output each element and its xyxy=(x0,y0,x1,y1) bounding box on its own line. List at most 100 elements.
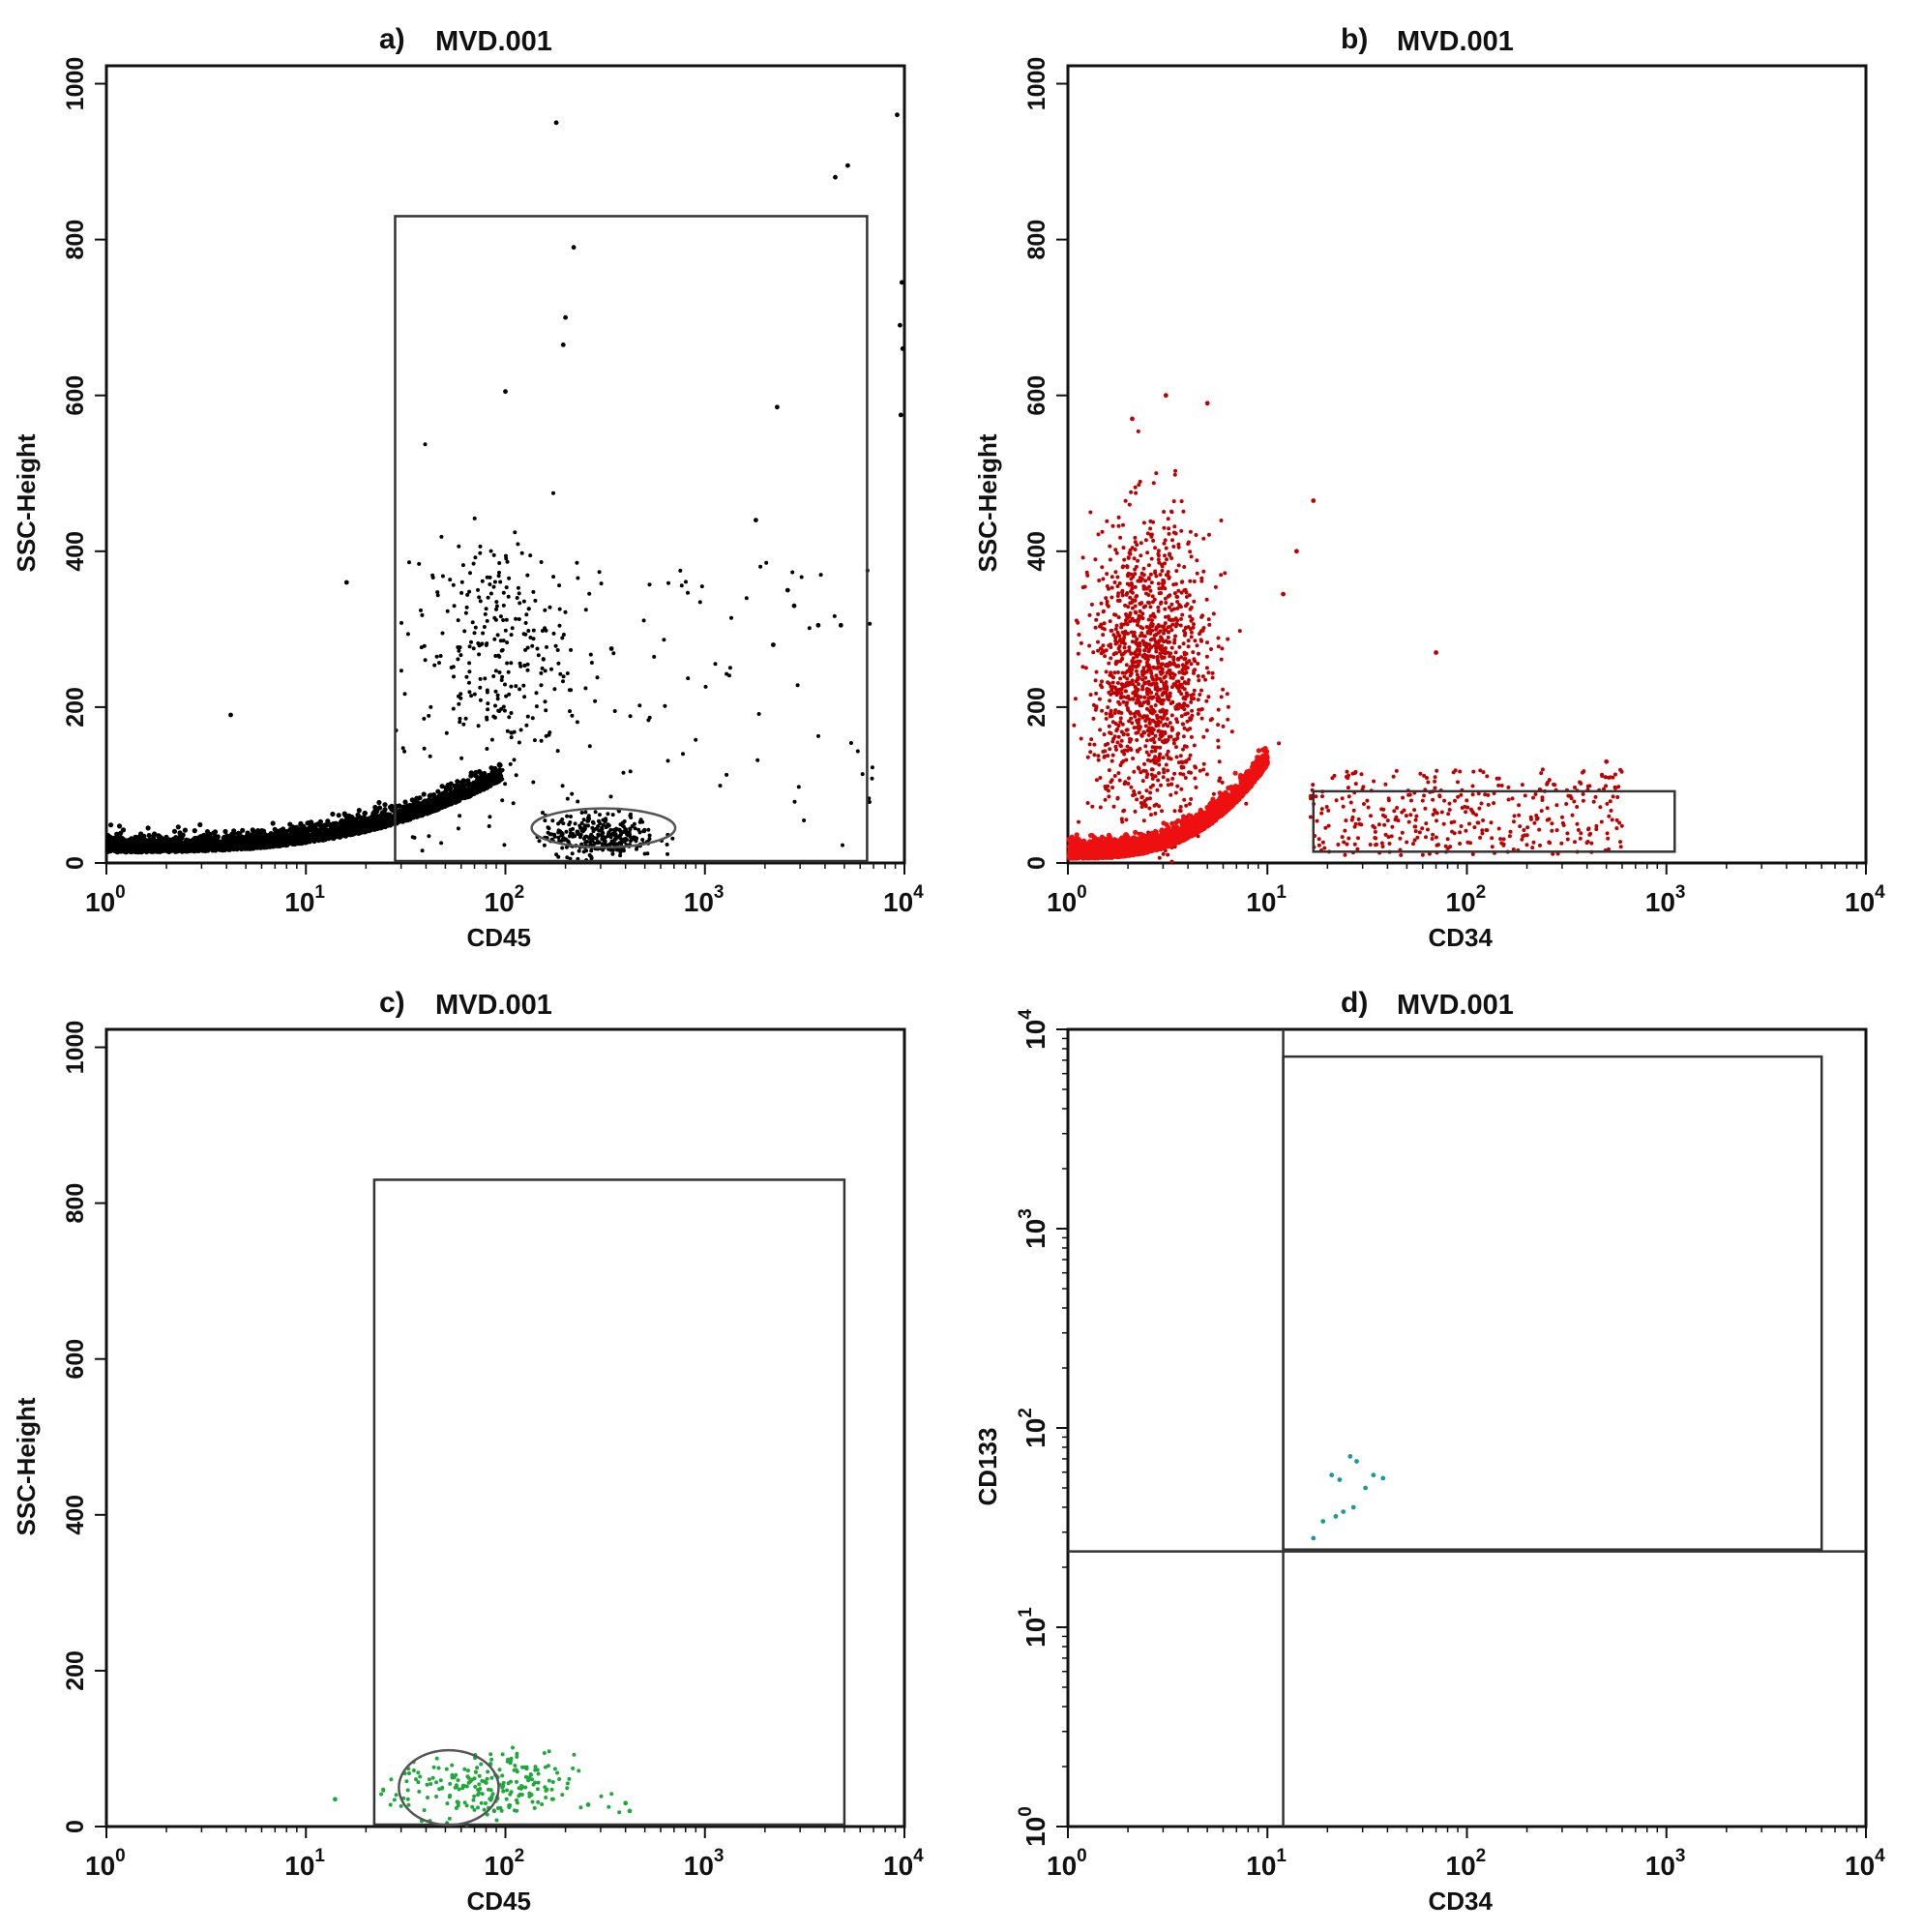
data-point xyxy=(646,828,650,832)
data-point xyxy=(1226,638,1229,641)
data-point xyxy=(1123,645,1127,649)
data-point xyxy=(1147,649,1151,653)
data-point xyxy=(1162,770,1166,774)
data-point xyxy=(583,827,587,831)
data-point xyxy=(1154,673,1158,677)
data-point xyxy=(524,612,528,616)
data-point xyxy=(629,769,633,773)
data-point xyxy=(473,631,477,635)
data-point xyxy=(1173,635,1177,639)
x-tick-exp: 2 xyxy=(1476,882,1487,903)
data-point xyxy=(446,609,450,613)
data-point xyxy=(1180,766,1184,770)
data-point xyxy=(487,596,490,600)
data-point xyxy=(1157,609,1161,613)
data-point xyxy=(1167,570,1170,574)
data-point xyxy=(1209,647,1213,651)
data-point xyxy=(1134,641,1138,645)
x-tick-base: 10 xyxy=(883,887,913,917)
data-point xyxy=(1179,754,1183,758)
data-point xyxy=(515,773,518,777)
data-point xyxy=(1170,777,1174,781)
data-point xyxy=(486,576,489,580)
data-point xyxy=(1165,763,1169,767)
data-point xyxy=(246,846,251,850)
data-point xyxy=(1096,754,1100,758)
data-point xyxy=(202,842,207,847)
y-tick-label: 0 xyxy=(62,856,89,870)
data-point xyxy=(1178,809,1182,813)
data-point xyxy=(1195,558,1198,562)
data-point xyxy=(1166,724,1169,728)
data-point xyxy=(575,561,578,565)
data-point xyxy=(478,551,482,555)
data-point xyxy=(1172,661,1176,665)
data-point xyxy=(590,836,594,840)
x-tick-exp: 4 xyxy=(1875,882,1885,903)
data-point xyxy=(1157,586,1161,590)
data-point xyxy=(1172,738,1176,742)
data-point xyxy=(1097,758,1101,762)
data-point xyxy=(1130,721,1134,725)
data-point xyxy=(1083,585,1087,589)
data-point xyxy=(489,592,493,596)
data-point xyxy=(506,560,510,564)
data-point xyxy=(1101,750,1105,754)
data-point xyxy=(292,838,297,843)
data-point xyxy=(1137,483,1140,487)
data-point xyxy=(1197,712,1200,716)
data-point xyxy=(400,816,405,820)
data-point xyxy=(1130,631,1134,635)
data-point xyxy=(1108,768,1111,772)
y-tick-label: 600 xyxy=(62,375,89,416)
data-point xyxy=(1146,658,1150,662)
data-point xyxy=(1126,622,1130,626)
data-point xyxy=(637,703,641,707)
data-point xyxy=(1134,611,1138,615)
data-point xyxy=(118,831,123,836)
data-point xyxy=(597,819,601,823)
data-point xyxy=(465,593,469,597)
data-point xyxy=(1183,744,1187,748)
data-point xyxy=(526,669,530,672)
data-point xyxy=(606,822,610,826)
x-axis-label: CD45 xyxy=(467,923,531,952)
data-point xyxy=(554,120,559,125)
data-point xyxy=(430,574,434,578)
data-point xyxy=(1131,546,1135,550)
data-point xyxy=(1162,756,1166,759)
data-point xyxy=(494,690,498,694)
data-point xyxy=(485,747,488,751)
data-point xyxy=(598,813,602,817)
data-point xyxy=(1148,790,1152,794)
data-point xyxy=(1129,552,1133,556)
data-point xyxy=(1185,758,1189,762)
data-point xyxy=(549,668,553,671)
data-point xyxy=(1104,596,1108,600)
data-point xyxy=(1134,599,1138,603)
data-point xyxy=(536,647,540,651)
data-point xyxy=(1165,664,1169,668)
data-point xyxy=(526,629,530,633)
data-point xyxy=(1109,688,1113,692)
data-point xyxy=(1170,860,1174,864)
data-point xyxy=(551,575,555,579)
data-point xyxy=(462,787,467,791)
data-point xyxy=(429,705,432,709)
data-point xyxy=(1158,746,1162,750)
data-point xyxy=(1177,670,1181,674)
data-point xyxy=(1103,756,1107,759)
data-point xyxy=(797,785,801,788)
data-point xyxy=(1163,608,1167,611)
data-point xyxy=(421,848,425,852)
data-point xyxy=(455,783,459,788)
plot-frame xyxy=(106,66,904,863)
data-point xyxy=(1168,735,1171,739)
data-point xyxy=(1110,778,1114,782)
data-point xyxy=(248,837,252,842)
data-point xyxy=(728,666,732,669)
data-point xyxy=(1090,603,1094,607)
data-point xyxy=(1172,531,1176,535)
data-point xyxy=(350,825,355,830)
